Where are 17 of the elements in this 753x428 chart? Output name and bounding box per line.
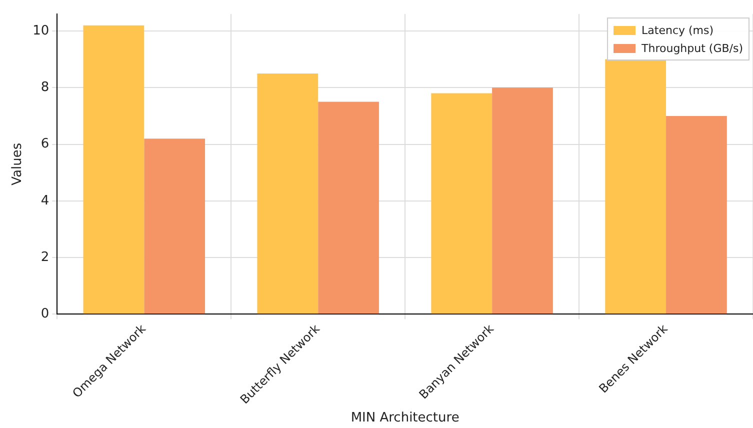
- bar: [257, 73, 318, 314]
- bar: [83, 25, 144, 314]
- x-axis-title: MIN Architecture: [350, 410, 460, 426]
- y-tick-label: 10: [32, 23, 50, 38]
- y-tick-label: 8: [40, 80, 50, 95]
- y-tick-label: 0: [40, 306, 50, 322]
- y-tick-label: 4: [40, 193, 50, 208]
- bar: [318, 102, 379, 314]
- legend-label: Latency (ms): [642, 24, 714, 37]
- legend-label: Throughput (GB/s): [640, 42, 744, 55]
- y-tick-label: 6: [40, 136, 50, 152]
- bar: [492, 88, 553, 314]
- y-axis-title: Values: [10, 142, 26, 186]
- bar: [666, 116, 727, 314]
- bar: [144, 138, 206, 314]
- bar: [431, 93, 492, 314]
- y-tick-label: 2: [40, 250, 50, 265]
